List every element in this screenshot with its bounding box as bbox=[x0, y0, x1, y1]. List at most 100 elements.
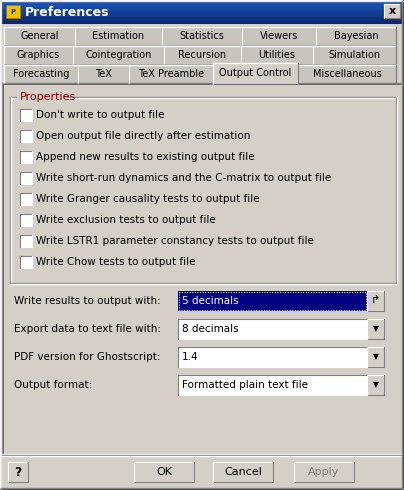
Bar bbox=[242, 27, 316, 45]
Bar bbox=[313, 46, 396, 64]
Bar bbox=[213, 63, 298, 84]
Text: Don't write to output file: Don't write to output file bbox=[36, 110, 164, 120]
Text: Simulation: Simulation bbox=[328, 50, 381, 60]
Bar bbox=[316, 27, 396, 45]
Text: Cancel: Cancel bbox=[224, 467, 262, 477]
Text: Write results to output with:: Write results to output with: bbox=[14, 296, 161, 306]
Text: x: x bbox=[388, 6, 396, 16]
Bar bbox=[384, 4, 400, 18]
Text: TeX Preamble: TeX Preamble bbox=[138, 69, 204, 79]
Bar bbox=[129, 65, 213, 83]
Text: OK: OK bbox=[156, 467, 172, 477]
Bar bbox=[367, 375, 384, 395]
Bar bbox=[367, 319, 384, 339]
Text: Write exclusion tests to output file: Write exclusion tests to output file bbox=[36, 215, 216, 225]
Bar bbox=[2, 14, 402, 15]
Text: Recursion: Recursion bbox=[179, 50, 227, 60]
Bar bbox=[2, 13, 402, 14]
Text: Write Granger causality tests to output file: Write Granger causality tests to output … bbox=[36, 194, 260, 204]
Bar bbox=[78, 65, 129, 83]
Bar bbox=[2, 20, 402, 21]
Bar bbox=[2, 17, 402, 18]
Bar bbox=[20, 172, 32, 184]
Bar bbox=[20, 214, 32, 226]
Bar bbox=[134, 462, 194, 482]
Text: ▼: ▼ bbox=[372, 381, 379, 390]
Text: Write short-run dynamics and the C-matrix to output file: Write short-run dynamics and the C-matri… bbox=[36, 173, 331, 183]
Bar bbox=[2, 8, 402, 9]
Bar bbox=[2, 16, 402, 17]
Bar bbox=[178, 375, 367, 395]
Bar bbox=[367, 347, 384, 367]
Bar bbox=[2, 2, 402, 3]
Text: Export data to text file with:: Export data to text file with: bbox=[14, 324, 161, 334]
Text: ▼: ▼ bbox=[372, 352, 379, 362]
Bar bbox=[20, 130, 32, 142]
Text: Bayesian: Bayesian bbox=[334, 31, 378, 41]
Bar bbox=[213, 462, 273, 482]
Bar bbox=[2, 22, 402, 23]
Bar bbox=[20, 193, 32, 205]
Bar bbox=[2, 10, 402, 11]
Bar bbox=[2, 5, 402, 6]
Bar bbox=[2, 15, 402, 16]
Text: Formatted plain text file: Formatted plain text file bbox=[182, 380, 308, 390]
Text: Properties: Properties bbox=[20, 92, 76, 102]
Bar bbox=[179, 292, 366, 310]
Bar bbox=[2, 23, 402, 24]
Text: Statistics: Statistics bbox=[179, 31, 225, 41]
Text: TeX: TeX bbox=[95, 69, 112, 79]
Text: Forecasting: Forecasting bbox=[13, 69, 69, 79]
Bar bbox=[20, 151, 32, 163]
Text: Open output file directly after estimation: Open output file directly after estimati… bbox=[36, 131, 250, 141]
Bar bbox=[367, 291, 384, 311]
Text: General: General bbox=[20, 31, 59, 41]
Text: Output format:: Output format: bbox=[14, 380, 92, 390]
Bar bbox=[75, 27, 162, 45]
Text: Write Chow tests to output file: Write Chow tests to output file bbox=[36, 257, 196, 267]
Bar bbox=[178, 319, 367, 339]
Text: Output Control: Output Control bbox=[219, 69, 292, 78]
Bar bbox=[2, 9, 402, 10]
Bar bbox=[2, 12, 402, 13]
Bar bbox=[294, 462, 354, 482]
Bar bbox=[2, 7, 402, 8]
Bar bbox=[4, 27, 75, 45]
Bar bbox=[2, 11, 402, 12]
Bar bbox=[2, 83, 402, 454]
Bar bbox=[6, 5, 20, 18]
Bar bbox=[2, 21, 402, 22]
Bar bbox=[4, 46, 73, 64]
Text: Miscellaneous: Miscellaneous bbox=[313, 69, 381, 79]
Bar bbox=[241, 46, 313, 64]
Text: PDF version for Ghostscript:: PDF version for Ghostscript: bbox=[14, 352, 160, 362]
Bar bbox=[2, 3, 402, 4]
Text: Apply: Apply bbox=[308, 467, 340, 477]
Text: 1.4: 1.4 bbox=[182, 352, 199, 362]
Text: Append new results to existing output file: Append new results to existing output fi… bbox=[36, 152, 255, 162]
Text: Viewers: Viewers bbox=[260, 31, 298, 41]
Bar bbox=[73, 46, 164, 64]
Bar bbox=[178, 291, 367, 311]
Bar bbox=[2, 18, 402, 19]
Bar bbox=[164, 46, 241, 64]
Text: Utilities: Utilities bbox=[259, 50, 295, 60]
Bar bbox=[2, 6, 402, 7]
Bar bbox=[20, 256, 32, 268]
Text: ↱: ↱ bbox=[371, 296, 380, 306]
Bar bbox=[162, 27, 242, 45]
Text: ▼: ▼ bbox=[372, 324, 379, 334]
Bar bbox=[2, 19, 402, 20]
Bar bbox=[4, 65, 78, 83]
Text: Cointegration: Cointegration bbox=[85, 50, 152, 60]
Bar bbox=[298, 65, 396, 83]
Bar bbox=[20, 235, 32, 247]
Text: ?: ? bbox=[14, 466, 22, 479]
Bar bbox=[8, 462, 28, 482]
Text: 8 decimals: 8 decimals bbox=[182, 324, 239, 334]
Text: Graphics: Graphics bbox=[17, 50, 60, 60]
Bar bbox=[20, 109, 32, 121]
Text: 5 decimals: 5 decimals bbox=[182, 296, 239, 306]
Text: Estimation: Estimation bbox=[93, 31, 145, 41]
Bar bbox=[178, 347, 367, 367]
